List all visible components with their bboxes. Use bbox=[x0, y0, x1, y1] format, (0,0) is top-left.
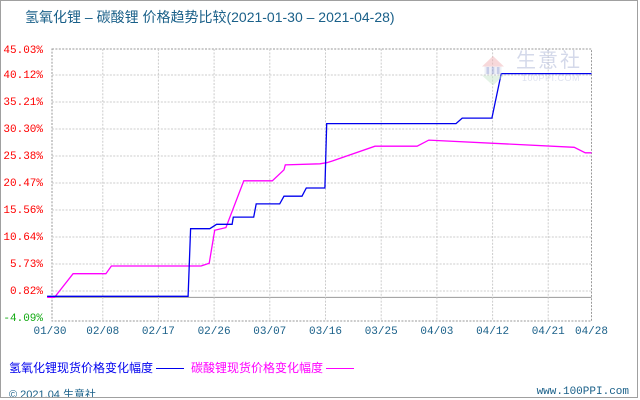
svg-text:10.64%: 10.64% bbox=[3, 232, 43, 244]
svg-text:45.03%: 45.03% bbox=[3, 45, 43, 57]
svg-text:04/21: 04/21 bbox=[532, 326, 565, 338]
svg-text:04/28: 04/28 bbox=[575, 326, 608, 338]
svg-text:5.73%: 5.73% bbox=[10, 259, 43, 271]
svg-text:0.82%: 0.82% bbox=[10, 286, 43, 298]
svg-text:20.47%: 20.47% bbox=[3, 178, 43, 190]
svg-text:25.38%: 25.38% bbox=[3, 151, 43, 163]
svg-text:03/25: 03/25 bbox=[365, 326, 398, 338]
svg-text:30.30%: 30.30% bbox=[3, 124, 43, 136]
svg-text:02/26: 02/26 bbox=[198, 326, 231, 338]
svg-text:02/17: 02/17 bbox=[142, 326, 175, 338]
svg-text:02/08: 02/08 bbox=[86, 326, 119, 338]
svg-text:03/16: 03/16 bbox=[309, 326, 342, 338]
svg-text:-4.09%: -4.09% bbox=[3, 313, 43, 325]
svg-text:01/30: 01/30 bbox=[33, 326, 66, 338]
svg-text:04/12: 04/12 bbox=[476, 326, 509, 338]
svg-text:04/03: 04/03 bbox=[420, 326, 453, 338]
svg-text:100PPI.COM: 100PPI.COM bbox=[522, 73, 580, 83]
svg-text:35.21%: 35.21% bbox=[3, 97, 43, 109]
svg-text:15.56%: 15.56% bbox=[3, 205, 43, 217]
svg-text:40.12%: 40.12% bbox=[3, 70, 43, 82]
svg-text:03/07: 03/07 bbox=[253, 326, 286, 338]
svg-text:生意社: 生意社 bbox=[516, 49, 582, 72]
